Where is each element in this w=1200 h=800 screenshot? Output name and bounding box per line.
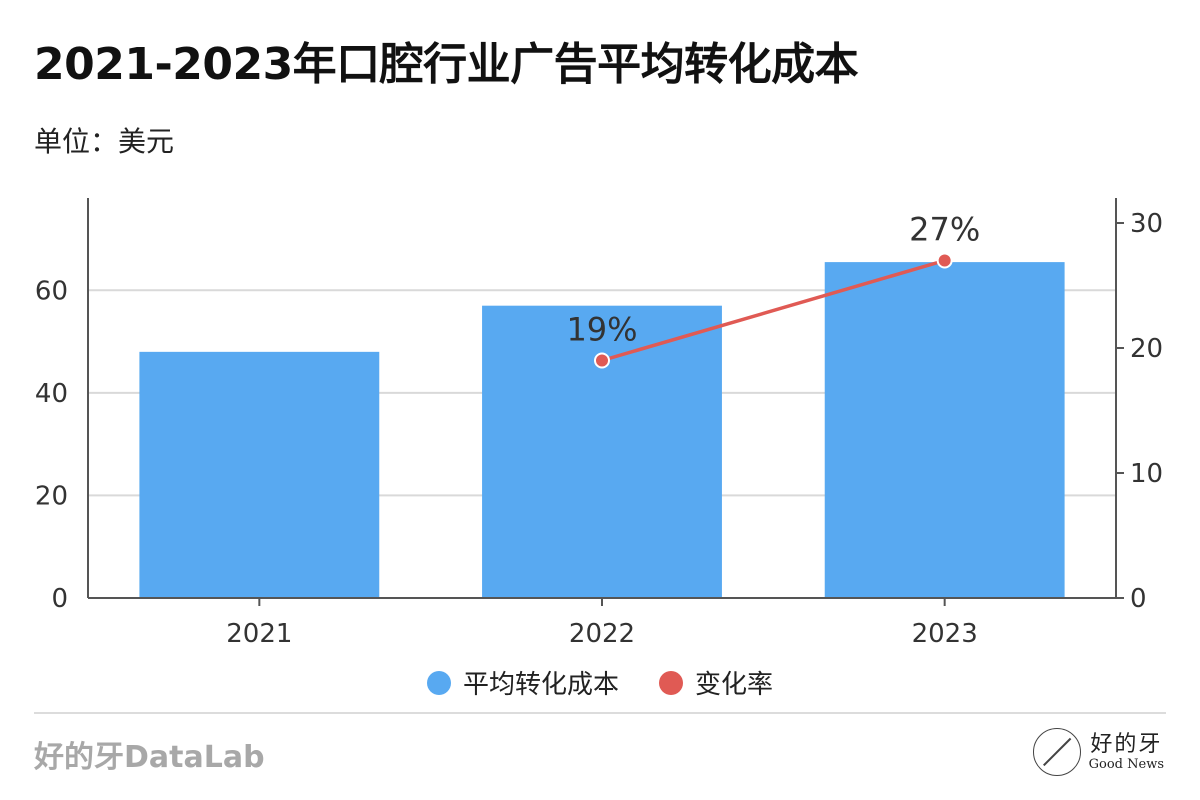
axes [87, 198, 1124, 606]
y-right-tick-label: 20 [1130, 334, 1163, 364]
line-point [594, 352, 610, 369]
x-tick-label: 2023 [912, 619, 978, 649]
bar-series [139, 262, 1065, 598]
legend-item-bar: 平均转化成本 [426, 664, 619, 701]
tick-labels: 0 20 40 60 0 10 20 30 2021 2022 2023 [35, 209, 1163, 649]
legend-label-line: 变化率 [695, 670, 774, 700]
legend-item-line: 变化率 [659, 664, 773, 701]
bar [482, 305, 722, 598]
legend-label-bar: 平均转化成本 [462, 670, 619, 700]
y-right-tick-label: 30 [1130, 209, 1163, 239]
unit-label: 单位：美元 [34, 125, 175, 158]
x-tick-label: 2022 [569, 619, 635, 649]
legend: 平均转化成本 变化率 [0, 664, 1200, 701]
data-label: 27% [909, 211, 980, 249]
x-tick-label: 2021 [226, 619, 292, 649]
y-left-tick-label: 0 [51, 584, 68, 614]
logo-cn-text: 好的牙 [1090, 732, 1163, 757]
brand-logo: 好的牙 Good News [1032, 728, 1164, 776]
footer-divider [34, 712, 1166, 714]
line-series: 19% 27% [566, 211, 980, 369]
footer-brand: 好的牙DataLab [34, 740, 265, 775]
y-left-tick-label: 60 [35, 276, 68, 306]
bar [824, 262, 1065, 598]
y-right-tick-label: 10 [1130, 459, 1163, 489]
logo-mark-icon [1032, 728, 1081, 776]
y-left-tick-label: 40 [35, 379, 68, 409]
chart-title: 2021-2023年口腔行业广告平均转化成本 [34, 39, 859, 90]
legend-swatch-line [659, 670, 683, 695]
y-left-tick-label: 20 [35, 481, 68, 511]
bar [139, 351, 380, 598]
legend-swatch-bar [426, 670, 451, 695]
y-right-tick-label: 0 [1130, 584, 1147, 614]
data-label: 19% [566, 311, 637, 349]
line-point [936, 252, 953, 269]
line-path [601, 258, 946, 363]
logo-en-text: Good News [1088, 757, 1164, 772]
